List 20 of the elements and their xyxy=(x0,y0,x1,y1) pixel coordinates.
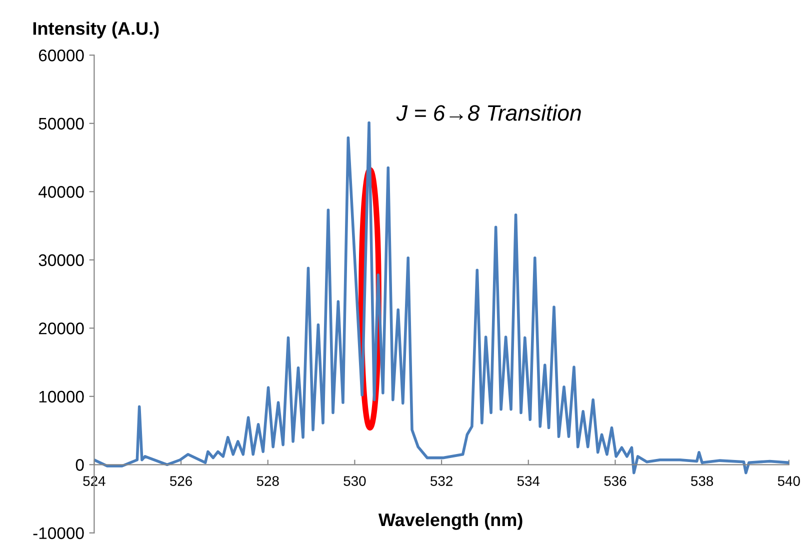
x-tick-label: 524 xyxy=(83,476,106,486)
annotation: J = 6→8 Transition xyxy=(396,104,581,121)
y-tick-label: 10000 xyxy=(39,390,84,403)
x-axis-title: Wavelength (nm) xyxy=(378,512,522,530)
x-tick-label: 526 xyxy=(170,476,192,486)
x-tick-label: 538 xyxy=(691,476,714,486)
y-tick-label: -10000 xyxy=(33,527,84,540)
x-tick-label: 534 xyxy=(517,476,540,486)
y-tick-label: 20000 xyxy=(38,322,84,334)
y-tick-label: 30000 xyxy=(38,254,84,266)
y-tick-label: 60000 xyxy=(38,50,84,62)
y-tick-label: 50000 xyxy=(38,118,84,130)
y-axis-title: Intensity (A.U.) xyxy=(33,22,159,38)
y-tick-label: 0 xyxy=(76,459,84,471)
x-tick-label: 540 xyxy=(778,476,800,486)
x-tick-label: 530 xyxy=(344,476,366,486)
y-tick-label: 40000 xyxy=(38,186,84,198)
x-tick-label: 536 xyxy=(604,476,626,486)
x-tick-label: 528 xyxy=(256,476,279,486)
x-tick-label: 532 xyxy=(430,476,452,486)
